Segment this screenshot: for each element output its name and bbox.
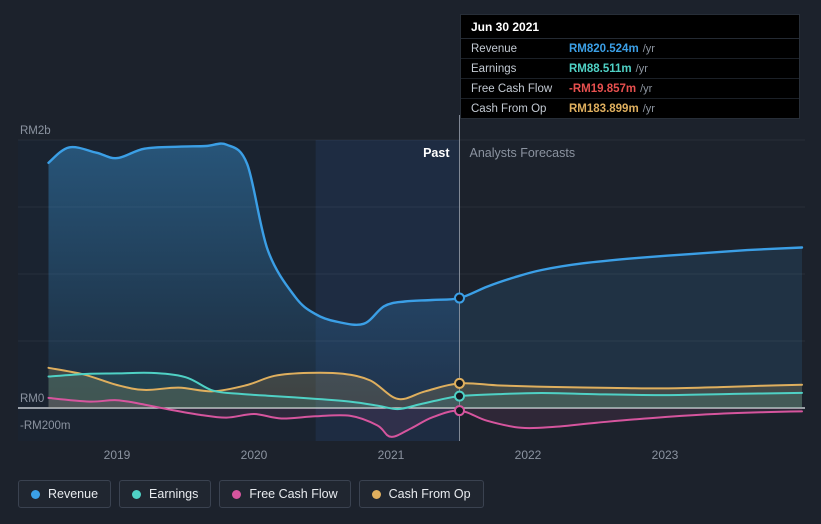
tooltip-row-earnings: Earnings RM88.511m /yr xyxy=(461,59,799,79)
legend-label: Free Cash Flow xyxy=(249,487,338,501)
tooltip-row-free-cash-flow: Free Cash Flow -RM19.857m /yr xyxy=(461,79,799,99)
free-cash-flow-line xyxy=(47,396,803,438)
tooltip-row-revenue: Revenue RM820.524m /yr xyxy=(461,39,799,59)
earnings-marker[interactable] xyxy=(454,390,465,402)
revenue-area-past xyxy=(48,143,460,409)
legend: Revenue Earnings Free Cash Flow Cash Fro… xyxy=(18,480,484,508)
legend-item-revenue[interactable]: Revenue xyxy=(18,480,112,508)
cash-from-op-dot-icon xyxy=(371,489,381,499)
tooltip-label: Earnings xyxy=(471,62,517,75)
tooltip-label: Cash From Op xyxy=(471,102,547,115)
legend-label: Revenue xyxy=(48,487,99,501)
legend-item-earnings[interactable]: Earnings xyxy=(119,480,212,508)
cash-from-op-marker[interactable] xyxy=(454,377,465,389)
cash-from-op-area xyxy=(48,367,802,408)
tooltip-value: RM820.524m xyxy=(569,42,639,55)
legend-label: Cash From Op xyxy=(388,487,471,501)
revenue-marker[interactable] xyxy=(454,292,465,304)
free-cash-flow-area xyxy=(48,397,802,437)
past-zone-label: Past xyxy=(423,146,450,160)
revenue-dot-icon xyxy=(31,489,40,499)
tooltip-label: Free Cash Flow xyxy=(471,82,553,95)
tooltip-suffix: /yr xyxy=(640,82,653,95)
forecast-zone-label: Analysts Forecasts xyxy=(469,146,576,160)
tooltip-row-cash-from-op: Cash From Op RM183.899m /yr xyxy=(461,99,799,118)
tooltip-label: Revenue xyxy=(471,42,518,55)
earnings-line xyxy=(47,371,803,411)
free-cash-flow-marker[interactable] xyxy=(454,405,465,417)
tooltip-suffix: /yr xyxy=(642,102,655,115)
chart-canvas[interactable] xyxy=(0,0,821,470)
legend-label: Earnings xyxy=(149,487,199,501)
tooltip-value: RM88.511m xyxy=(569,62,632,75)
tooltip-suffix: /yr xyxy=(642,42,655,55)
tooltip-value: RM183.899m xyxy=(569,102,639,115)
earnings-area xyxy=(48,372,802,410)
tooltip-suffix: /yr xyxy=(635,62,648,75)
earnings-dot-icon xyxy=(132,489,142,499)
free-cash-flow-dot-icon xyxy=(232,489,242,499)
revenue-line xyxy=(47,142,804,326)
data-tooltip: Jun 30 2021 Revenue RM820.524m /yr Earni… xyxy=(460,14,800,119)
legend-item-free-cash-flow[interactable]: Free Cash Flow xyxy=(219,480,351,508)
legend-item-cash-from-op[interactable]: Cash From Op xyxy=(358,480,484,508)
revenue-area-forecast xyxy=(459,247,802,408)
tooltip-date: Jun 30 2021 xyxy=(461,15,799,39)
cash-from-op-line xyxy=(47,366,803,401)
tooltip-value: -RM19.857m xyxy=(569,82,637,95)
